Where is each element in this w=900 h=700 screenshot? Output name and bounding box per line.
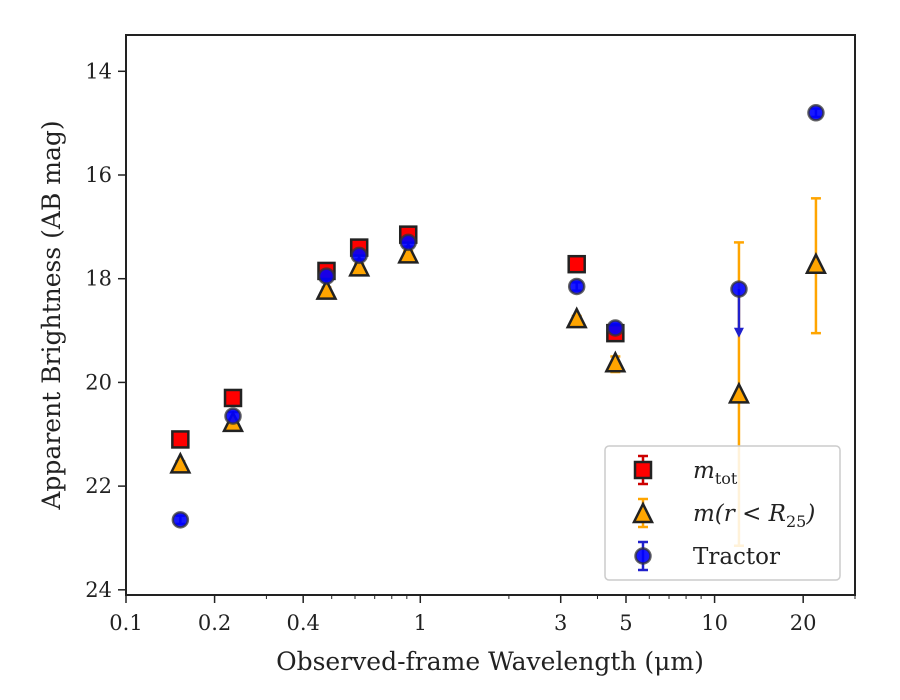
y-tick-label: 22 — [85, 474, 112, 498]
x-tick-label: 0.2 — [198, 611, 231, 635]
mr25-point — [804, 251, 827, 274]
tractor-point — [730, 280, 748, 298]
tractor-point — [399, 233, 417, 252]
x-axis-label: Observed-frame Wavelength (μm) — [276, 647, 704, 676]
y-tick-label: 24 — [85, 578, 112, 602]
y-axis-ticks: 14 16 18 20 22 24 — [85, 59, 126, 602]
mr25-point — [727, 381, 750, 404]
legend-mtot-label: mtot — [693, 458, 738, 488]
tractor-point — [606, 319, 625, 337]
tractor-point — [171, 511, 190, 529]
plot-frame — [125, 34, 856, 596]
tractor-point — [567, 277, 586, 296]
y-tick-label: 14 — [85, 59, 112, 83]
mtot-point — [567, 254, 586, 274]
x-tick-label: 5 — [619, 611, 632, 635]
tractor-point — [807, 104, 825, 122]
x-tick-label: 3 — [554, 611, 567, 635]
mr25-point — [348, 254, 371, 277]
mr25-point — [604, 350, 627, 373]
mr25-point — [315, 277, 338, 300]
x-axis-ticks: 0.1 0.2 0.4 1 3 5 10 20 — [109, 595, 856, 635]
legend-mr25-marker — [631, 501, 655, 524]
mr25-point — [565, 306, 588, 329]
mtot-point — [223, 388, 243, 408]
legend-mr25-label: m(r < R25) — [693, 501, 815, 531]
x-tick-label: 0.1 — [109, 611, 142, 635]
legend: mtot m(r < R25) Tractor — [604, 445, 841, 581]
tractor-upper-limit-arrowhead — [733, 327, 744, 338]
x-tick-label: 1 — [414, 611, 427, 635]
y-tick-label: 20 — [85, 370, 112, 394]
legend-mtot-marker — [633, 460, 653, 480]
legend-box — [604, 445, 841, 581]
tractor-point — [350, 246, 368, 265]
x-tick-label: 10 — [701, 611, 728, 635]
y-tick-label: 16 — [85, 163, 112, 187]
legend-tractor-label: Tractor — [693, 544, 780, 570]
mr25-point — [169, 451, 192, 474]
legend-tractor-marker — [634, 547, 652, 565]
x-tick-label: 20 — [790, 611, 817, 635]
data-marks — [169, 104, 827, 547]
y-tick-label: 18 — [85, 267, 112, 291]
x-tick-label: 0.4 — [286, 611, 319, 635]
tractor-point — [317, 267, 336, 285]
mr25-point — [397, 241, 420, 264]
tractor-point — [224, 407, 242, 425]
y-axis-label: Apparent Brightness (AB mag) — [37, 120, 66, 510]
mtot-point — [171, 430, 190, 449]
